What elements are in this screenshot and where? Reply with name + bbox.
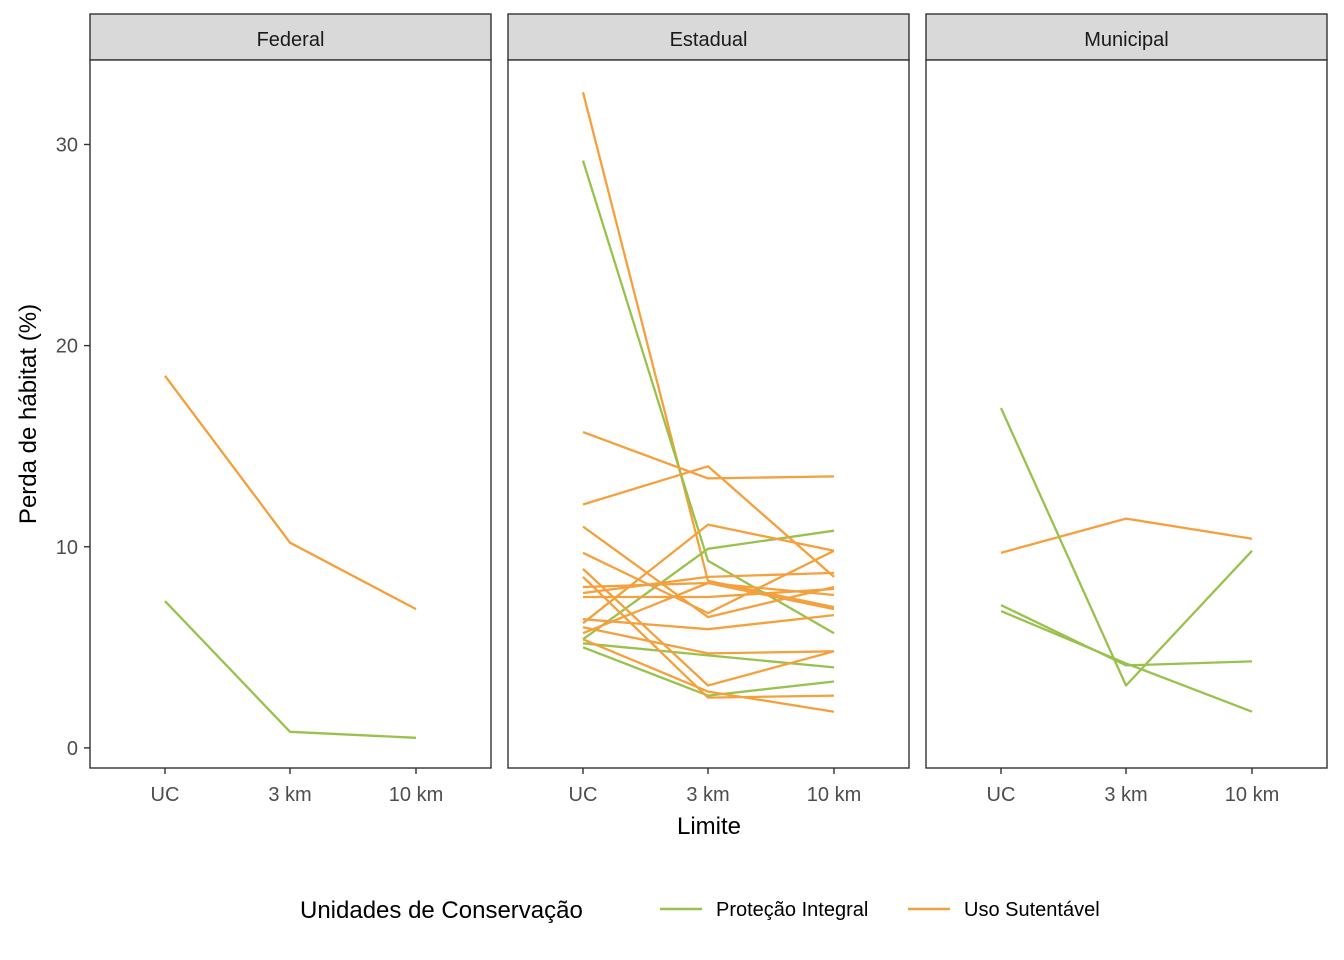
series-line-uso-sutentavel [164, 375, 417, 611]
x-tick-label: UC [987, 784, 1016, 806]
series-line-uso-sutentavel [582, 568, 835, 687]
series-line-protecao-integral [581, 160, 835, 635]
legend-title: Unidades de Conservação [300, 897, 583, 924]
y-axis-title: Perda de hábitat (%) [15, 304, 42, 524]
series-line-uso-sutentavel [582, 525, 835, 619]
y-tick-label: 10 [56, 537, 78, 559]
y-tick-label: 20 [56, 336, 78, 358]
x-tick-label: 10 km [389, 784, 443, 806]
panel-municipal: Municipal UC 3 km 10 km [925, 13, 1328, 806]
x-tick-label: 3 km [686, 784, 729, 806]
x-axis-title: Limite [677, 813, 741, 840]
x-tick-label: 10 km [1225, 784, 1279, 806]
y-axis: 0 10 20 30 [56, 134, 90, 760]
series-line-protecao-integral [1000, 604, 1253, 667]
series-line-protecao-integral [1000, 610, 1253, 713]
panel-federal: Federal UC 3 km 10 km [89, 13, 492, 806]
series-line-uso-sutentavel [581, 91, 835, 609]
series-line-uso-sutentavel [582, 626, 835, 655]
panel-border [89, 59, 492, 769]
x-tick-label: UC [569, 784, 598, 806]
series-line-uso-sutentavel [583, 587, 835, 599]
series-line-uso-sutentavel [582, 431, 835, 480]
series-line-protecao-integral [999, 407, 1253, 687]
series-line-uso-sutentavel [1000, 517, 1253, 554]
y-tick-label: 0 [67, 738, 78, 760]
x-tick-label: UC [151, 784, 180, 806]
series-line-uso-sutentavel [582, 465, 835, 578]
facet-strip-label: Federal [257, 29, 325, 51]
series-line-uso-sutentavel [582, 571, 835, 595]
legend: Unidades de Conservação Proteção Integra… [300, 897, 1100, 924]
series-line-uso-sutentavel [582, 549, 835, 615]
series-line-uso-sutentavel [582, 638, 835, 713]
series-line-uso-sutentavel [582, 523, 835, 625]
facet-strip-label: Estadual [670, 29, 748, 51]
legend-item: Uso Sutentável [908, 899, 1100, 921]
legend-item: Proteção Integral [660, 899, 868, 921]
panel-border [925, 59, 1328, 769]
series-line-protecao-integral [164, 600, 417, 739]
panel-border [507, 59, 910, 769]
legend-label: Proteção Integral [716, 899, 868, 921]
panel-estadual: Estadual UC 3 km 10 km [507, 13, 910, 806]
facet-strip [925, 13, 1328, 61]
series-line-uso-sutentavel [582, 581, 835, 635]
y-tick-label: 30 [56, 134, 78, 156]
facet-strip [89, 13, 492, 61]
x-tick-label: 3 km [268, 784, 311, 806]
x-tick-label: 10 km [807, 784, 861, 806]
facet-strip-label: Municipal [1084, 29, 1168, 51]
x-tick-label: 3 km [1104, 784, 1147, 806]
legend-label: Uso Sutentável [964, 899, 1100, 921]
series-line-uso-sutentavel [582, 613, 835, 631]
series-line-protecao-integral [582, 646, 835, 697]
